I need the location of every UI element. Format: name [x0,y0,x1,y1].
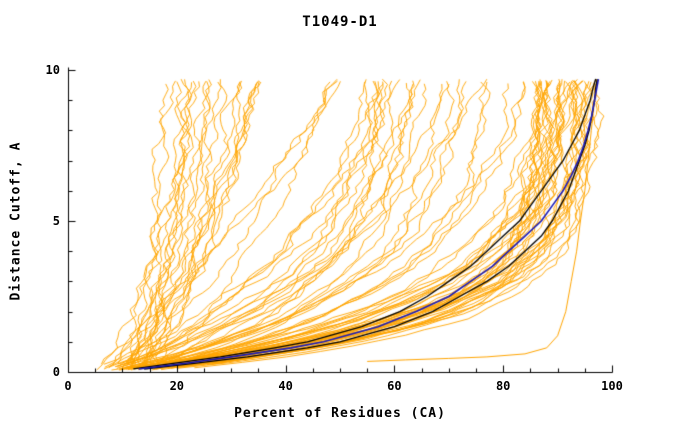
y-tick-label: 5 [52,214,60,228]
y-tick-label: 10 [45,63,60,77]
x-tick-label: 0 [64,379,72,393]
x-tick-label: 100 [601,379,623,393]
x-tick-label: 60 [387,379,402,393]
x-tick-label: 40 [278,379,293,393]
x-axis-label: Percent of Residues (CA) [234,406,446,421]
x-tick-label: 20 [169,379,185,393]
x-tick-label: 80 [495,379,511,393]
y-tick-label: 0 [52,365,60,379]
chart-title: T1049-D1 [302,14,378,30]
